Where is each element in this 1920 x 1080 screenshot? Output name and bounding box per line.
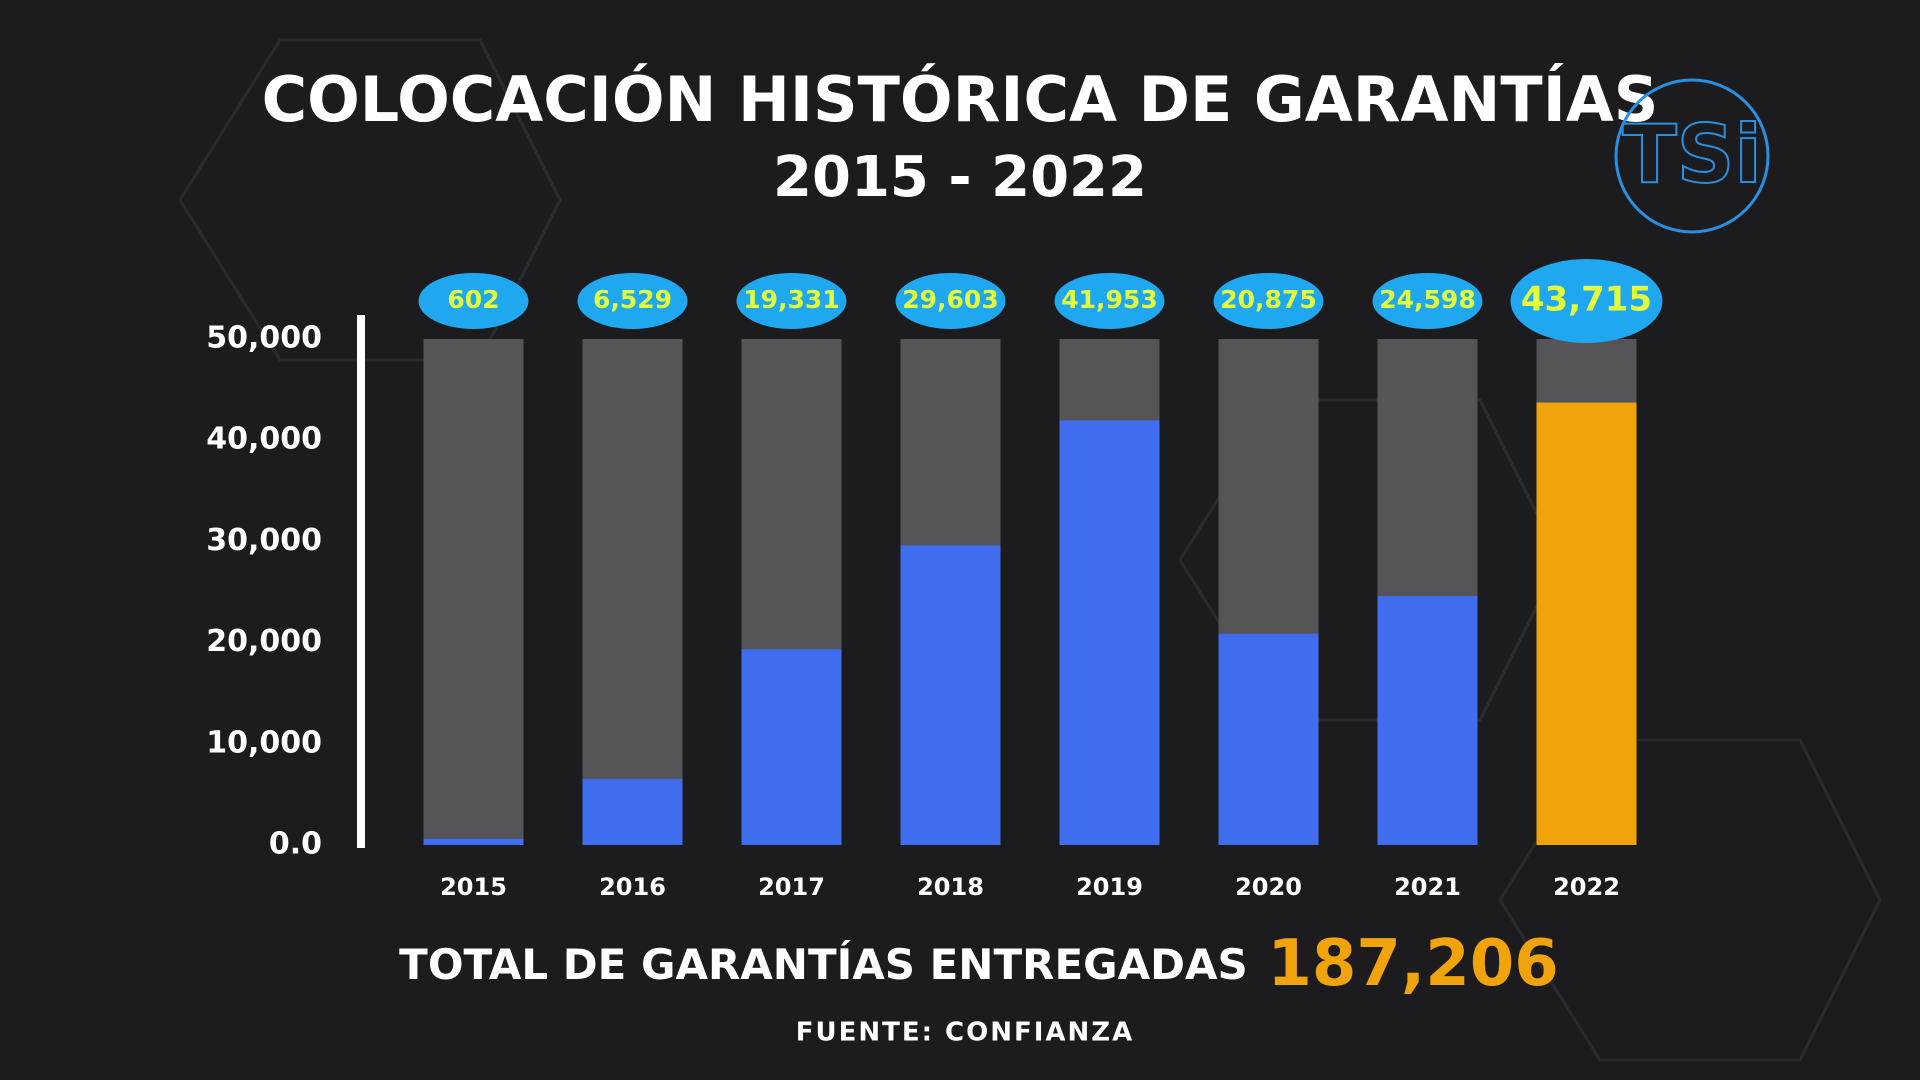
total-value: 187,206: [1267, 927, 1559, 1001]
x-tick-label: 2016: [599, 873, 666, 901]
bar: [582, 778, 683, 845]
logo: TSi: [1622, 108, 1762, 201]
value-badge: [1054, 273, 1165, 329]
value-label: 41,953: [1061, 285, 1157, 314]
y-tick-label: 10,000: [206, 725, 322, 760]
x-tick-label: 2017: [758, 873, 825, 901]
y-tick-label: 30,000: [206, 523, 322, 558]
bar: [741, 649, 842, 845]
x-tick-label: 2019: [1076, 873, 1143, 901]
bar: [1218, 633, 1319, 845]
total-label: TOTAL DE GARANTÍAS ENTREGADAS: [399, 939, 1248, 989]
logo-ring: [1614, 78, 1770, 234]
x-tick-label: 2015: [440, 873, 507, 901]
bar-track: [582, 339, 683, 845]
bar: [1377, 596, 1478, 845]
value-badge: [1213, 273, 1324, 329]
chart-subtitle: 2015 - 2022: [773, 145, 1147, 210]
bar: [1536, 402, 1637, 845]
value-label: 6,529: [593, 285, 672, 314]
value-badge: [1510, 259, 1663, 343]
value-label: 19,331: [743, 285, 839, 314]
bar-track: [423, 339, 524, 845]
value-badge: [895, 273, 1006, 329]
value-label: 20,875: [1220, 285, 1316, 314]
total: TOTAL DE GARANTÍAS ENTREGADAS 187,206: [399, 927, 1559, 1001]
value-label: 602: [447, 285, 499, 314]
value-badge: [1372, 273, 1483, 329]
y-tick-label: 40,000: [206, 422, 322, 457]
y-tick-label: 0.0: [269, 827, 322, 862]
x-tick-label: 2021: [1394, 873, 1461, 901]
value-label: 43,715: [1521, 280, 1652, 320]
chart-title: COLOCACIÓN HISTÓRICA DE GARANTÍAS: [262, 63, 1659, 136]
value-badge: [736, 273, 847, 329]
x-tick-label: 2022: [1553, 873, 1620, 901]
value-label: 29,603: [902, 285, 998, 314]
bar: [1059, 420, 1160, 845]
bar: [423, 838, 524, 845]
bar: [900, 545, 1001, 845]
y-tick-label: 50,000: [206, 321, 322, 356]
value-badge: [577, 273, 688, 329]
x-tick-label: 2018: [917, 873, 984, 901]
value-badge: [418, 273, 529, 329]
x-tick-label: 2020: [1235, 873, 1302, 901]
value-label: 24,598: [1379, 285, 1475, 314]
source: FUENTE: CONFIANZA: [796, 1018, 1135, 1048]
y-tick-label: 20,000: [206, 624, 322, 659]
